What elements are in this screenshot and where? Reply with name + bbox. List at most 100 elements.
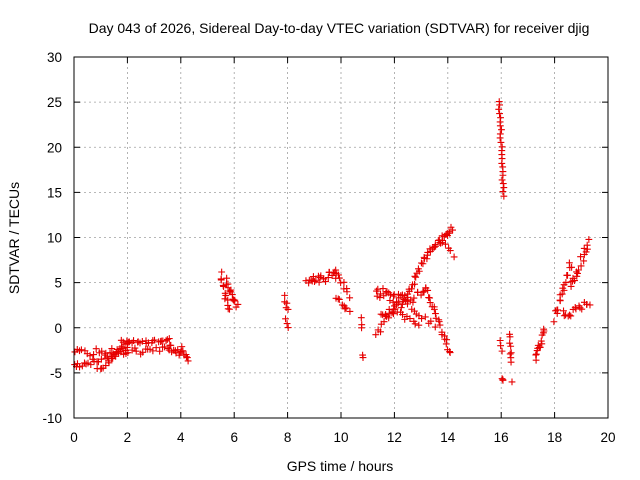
data-point bbox=[399, 311, 406, 318]
data-point bbox=[139, 348, 147, 356]
data-point bbox=[430, 305, 438, 313]
data-point bbox=[161, 343, 169, 351]
data-point bbox=[566, 311, 573, 319]
x-tick-label: 2 bbox=[124, 430, 132, 445]
data-point bbox=[383, 313, 391, 320]
x-tick-label: 20 bbox=[600, 430, 615, 445]
data-point bbox=[230, 297, 238, 305]
data-point bbox=[432, 310, 439, 317]
data-point bbox=[496, 134, 504, 142]
data-point bbox=[536, 343, 544, 351]
data-point bbox=[336, 274, 343, 282]
data-point bbox=[109, 350, 117, 358]
data-point bbox=[432, 242, 440, 250]
data-point bbox=[496, 110, 503, 117]
data-point bbox=[130, 337, 137, 344]
data-point bbox=[227, 286, 235, 294]
data-point bbox=[324, 274, 332, 281]
data-point bbox=[78, 346, 85, 354]
data-point bbox=[578, 305, 586, 313]
x-tick-label: 0 bbox=[70, 430, 78, 445]
data-point bbox=[424, 287, 432, 294]
data-point bbox=[123, 344, 131, 351]
data-point bbox=[415, 321, 423, 329]
data-point bbox=[442, 231, 450, 238]
data-point bbox=[311, 278, 318, 285]
data-point bbox=[499, 180, 507, 187]
grid-lines bbox=[74, 57, 608, 418]
data-point bbox=[167, 341, 175, 349]
data-point bbox=[390, 305, 398, 313]
data-point bbox=[226, 305, 233, 313]
data-point bbox=[418, 259, 425, 267]
data-point bbox=[568, 263, 576, 271]
data-point bbox=[567, 278, 575, 286]
data-point bbox=[586, 301, 594, 309]
data-point bbox=[282, 315, 289, 323]
data-point bbox=[565, 259, 573, 267]
data-point bbox=[572, 305, 580, 313]
data-point bbox=[108, 345, 116, 352]
data-point bbox=[532, 351, 540, 359]
data-point bbox=[234, 300, 242, 308]
data-point bbox=[322, 278, 329, 285]
data-point bbox=[497, 342, 505, 350]
data-point bbox=[218, 268, 226, 276]
data-point bbox=[498, 347, 506, 355]
data-point bbox=[573, 272, 581, 280]
data-point bbox=[151, 336, 158, 344]
data-point bbox=[92, 345, 100, 353]
data-point bbox=[411, 320, 419, 328]
x-tick-label: 12 bbox=[387, 430, 402, 445]
data-point bbox=[419, 260, 427, 268]
data-point bbox=[152, 344, 160, 352]
data-point bbox=[438, 239, 446, 247]
data-point bbox=[427, 317, 435, 325]
data-point bbox=[224, 280, 232, 288]
data-point bbox=[495, 105, 503, 113]
data-point bbox=[372, 331, 380, 339]
data-point bbox=[90, 351, 97, 358]
data-point bbox=[408, 285, 415, 293]
data-point bbox=[550, 318, 558, 326]
data-point bbox=[184, 357, 192, 365]
y-tick-label: 5 bbox=[54, 276, 62, 291]
data-point bbox=[499, 376, 507, 384]
data-point bbox=[446, 349, 454, 356]
data-point bbox=[415, 267, 423, 275]
data-point bbox=[506, 339, 514, 347]
x-tick-label: 18 bbox=[547, 430, 562, 445]
data-point bbox=[583, 241, 591, 249]
data-point bbox=[537, 337, 545, 345]
data-point bbox=[98, 347, 106, 355]
data-point bbox=[421, 313, 429, 321]
data-point bbox=[571, 277, 578, 284]
data-point bbox=[498, 126, 505, 134]
data-point bbox=[335, 296, 343, 303]
data-point bbox=[507, 358, 515, 366]
data-point bbox=[178, 343, 186, 351]
data-point bbox=[497, 138, 505, 146]
data-point bbox=[583, 300, 591, 308]
data-point bbox=[283, 299, 291, 307]
data-point bbox=[217, 276, 225, 284]
data-point bbox=[222, 292, 230, 299]
data-point bbox=[410, 294, 418, 302]
data-point bbox=[496, 122, 504, 130]
data-point bbox=[284, 306, 292, 313]
data-point bbox=[386, 297, 394, 304]
data-point bbox=[507, 342, 515, 350]
y-tick-label: 15 bbox=[47, 185, 62, 200]
y-tick-label: 20 bbox=[47, 140, 62, 155]
x-axis-label: GPS time / hours bbox=[287, 458, 394, 474]
y-tick-label: 0 bbox=[54, 321, 62, 336]
data-point bbox=[585, 236, 593, 243]
data-point bbox=[131, 344, 139, 352]
data-point bbox=[340, 278, 348, 286]
y-tick-label: 10 bbox=[47, 231, 62, 246]
data-point bbox=[184, 354, 191, 362]
data-point bbox=[226, 287, 233, 295]
y-tick-label: -5 bbox=[50, 366, 62, 381]
chart-title: Day 043 of 2026, Sidereal Day-to-day VTE… bbox=[89, 20, 590, 36]
data-point bbox=[106, 349, 114, 357]
